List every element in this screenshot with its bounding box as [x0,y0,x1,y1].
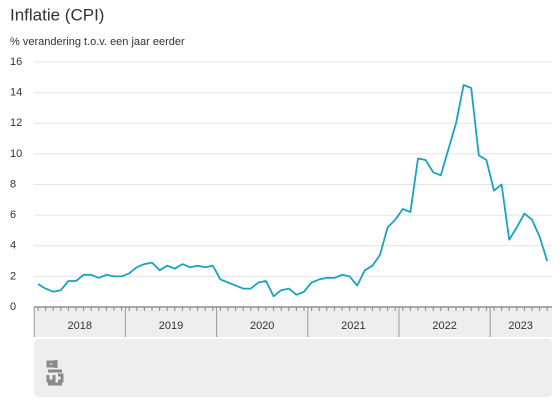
y-tick-label: 8 [10,178,16,190]
chart-subtitle: % verandering t.o.v. een jaar eerder [10,36,185,48]
y-tick-label: 14 [10,87,22,99]
y-tick-label: 6 [10,209,16,221]
logo [46,360,64,386]
chart-title: Inflatie (CPI) [10,5,104,24]
x-tick-label: 2023 [508,320,532,332]
y-tick-label: 4 [10,240,16,252]
y-tick-label: 0 [10,301,16,313]
y-tick-label: 16 [10,56,22,68]
y-tick-label: 10 [10,148,22,160]
x-tick-label: 2021 [341,320,365,332]
line [37,84,549,298]
x-tick-label: 2018 [68,320,92,332]
x-tick-label: 2020 [250,320,274,332]
y-tick-label: 12 [10,117,22,129]
x-tick-label: 2019 [159,320,183,332]
x-axis-band [34,308,552,337]
footer [34,339,552,397]
y-tick-label: 2 [10,270,16,282]
x-tick-label: 2022 [432,320,456,332]
